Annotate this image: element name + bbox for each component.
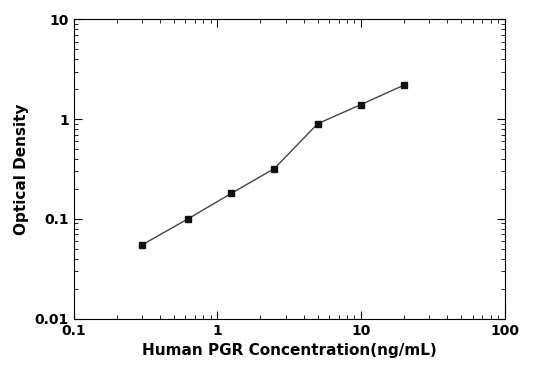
X-axis label: Human PGR Concentration(ng/mL): Human PGR Concentration(ng/mL) <box>142 343 437 358</box>
Y-axis label: Optical Density: Optical Density <box>14 103 29 235</box>
